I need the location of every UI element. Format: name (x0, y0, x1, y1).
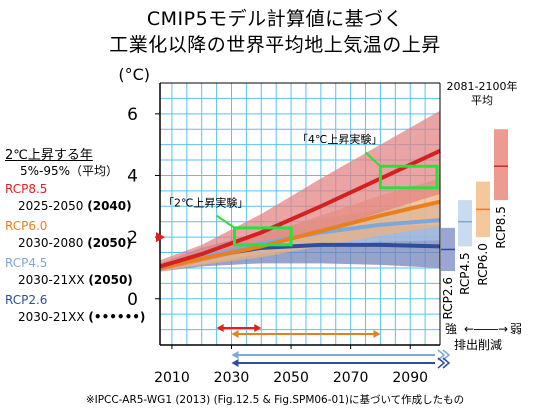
legend-name-rcp60-text: RCP6.0 (5, 219, 48, 233)
emission-arrow: ←――→ (464, 322, 508, 336)
experiment-leader-4c (364, 151, 382, 167)
period-arrow-head-left-3 (231, 351, 239, 359)
end-period-title-line1: 2081-2100年 (446, 80, 518, 93)
y-tick-label: 6 (127, 105, 138, 125)
x-tick-label: 2050 (273, 370, 309, 386)
end-period-title: 2081-2100年 平均 (434, 80, 530, 108)
legend-years-rcp60: 2030-2080 (2050) (18, 236, 132, 251)
footnote: ※IPCC-AR5-WG1 (2013) (Fig.12.5 & Fig.SPM… (85, 394, 465, 406)
y-tick-label: 2 (127, 228, 138, 248)
y-tick-label: 4 (127, 166, 138, 186)
legend-name-rcp26: RCP2.6 (5, 293, 47, 308)
legend-years-rcp60-range: 2030-2080 (18, 236, 84, 250)
legend-years-rcp60-mean: (2050) (87, 236, 132, 250)
period-arrow-head-left-2 (231, 330, 239, 338)
period-arrow-cont2-3 (442, 349, 451, 361)
legend-heading-text: 2℃上昇する年 (5, 148, 93, 163)
legend-years-rcp26-range: 2030-21XX (18, 310, 85, 324)
emission-caption: 排出削減 (454, 337, 502, 352)
legend-years-rcp45: 2030-21XX (2050) (18, 273, 133, 288)
x-tick-label: 2070 (333, 370, 369, 386)
legend-years-rcp85: 2025-2050 (2040) (18, 199, 132, 214)
band-rcp85 (160, 110, 440, 272)
chart-title-line2: 工業化以降の世界平均地上気温の上昇 (109, 34, 441, 56)
experiment-leader-2c (216, 214, 236, 229)
legend-name-rcp45-text: RCP4.5 (5, 256, 48, 270)
experiment-box-1 (232, 226, 293, 247)
legend-years-rcp45-mean: (2050) (88, 273, 133, 287)
end-bar-label-rcp60: RCP6.0 (476, 243, 490, 285)
x-tick-label: 2030 (214, 370, 250, 386)
legend-subheading: 5%-95%（平均） (20, 164, 119, 178)
experiment-box-2 (378, 164, 439, 190)
end-bar-rcp45 (458, 200, 472, 247)
legend-name-rcp45: RCP4.5 (5, 256, 47, 271)
legend-name-rcp85-text: RCP8.5 (5, 182, 48, 196)
period-arrow-head-right-2 (373, 330, 381, 338)
emission-strong-label: 強 (445, 322, 457, 336)
period-arrow-head-right-1 (254, 324, 262, 332)
legend-name-rcp85: RCP8.5 (5, 182, 47, 197)
legend-years-rcp85-mean: (2040) (87, 199, 132, 213)
chart-title: CMIP5モデル計算値に基づく 工業化以降の世界平均地上気温の上昇 (0, 6, 550, 58)
legend-years-rcp26-mean: (••••••) (88, 310, 146, 324)
legend-years-rcp45-range: 2030-21XX (18, 273, 85, 287)
x-tick-label: 2010 (154, 370, 190, 386)
period-arrow-cont2-4 (442, 357, 451, 369)
two-degree-marker (156, 232, 165, 243)
end-bar-label-rcp26: RCP2.6 (441, 277, 455, 319)
legend-years-rcp85-range: 2025-2050 (18, 199, 84, 213)
legend-name-rcp26-text: RCP2.6 (5, 293, 48, 307)
period-arrow-cont-4 (437, 357, 446, 369)
period-arrow-head-left-4 (231, 359, 239, 367)
period-arrow-head-left-1 (216, 324, 224, 332)
legend-name-rcp60: RCP6.0 (5, 219, 47, 234)
x-tick-label: 2090 (392, 370, 428, 386)
emission-weak-label: 弱 (510, 322, 522, 336)
end-period-title-line2: 平均 (471, 94, 493, 107)
legend-years-rcp26: 2030-21XX (••••••) (18, 310, 145, 325)
period-arrow-cont-3 (437, 349, 446, 361)
experiment-label-4c: 「4℃上昇実験」 (297, 132, 382, 146)
chart-title-line1: CMIP5モデル計算値に基づく (146, 8, 404, 30)
line-rcp85 (159, 148, 441, 269)
end-bar-label-rcp85: RCP8.5 (494, 206, 508, 248)
end-bar-label-rcp45: RCP4.5 (458, 252, 472, 294)
y-tick-label: 0 (127, 290, 138, 310)
experiment-label-2c: 「2℃上昇実験」 (163, 195, 248, 209)
y-unit-label: (°C) (118, 65, 150, 84)
end-bar-rcp85 (494, 129, 508, 201)
legend-heading: 2℃上昇する年 (5, 148, 93, 163)
